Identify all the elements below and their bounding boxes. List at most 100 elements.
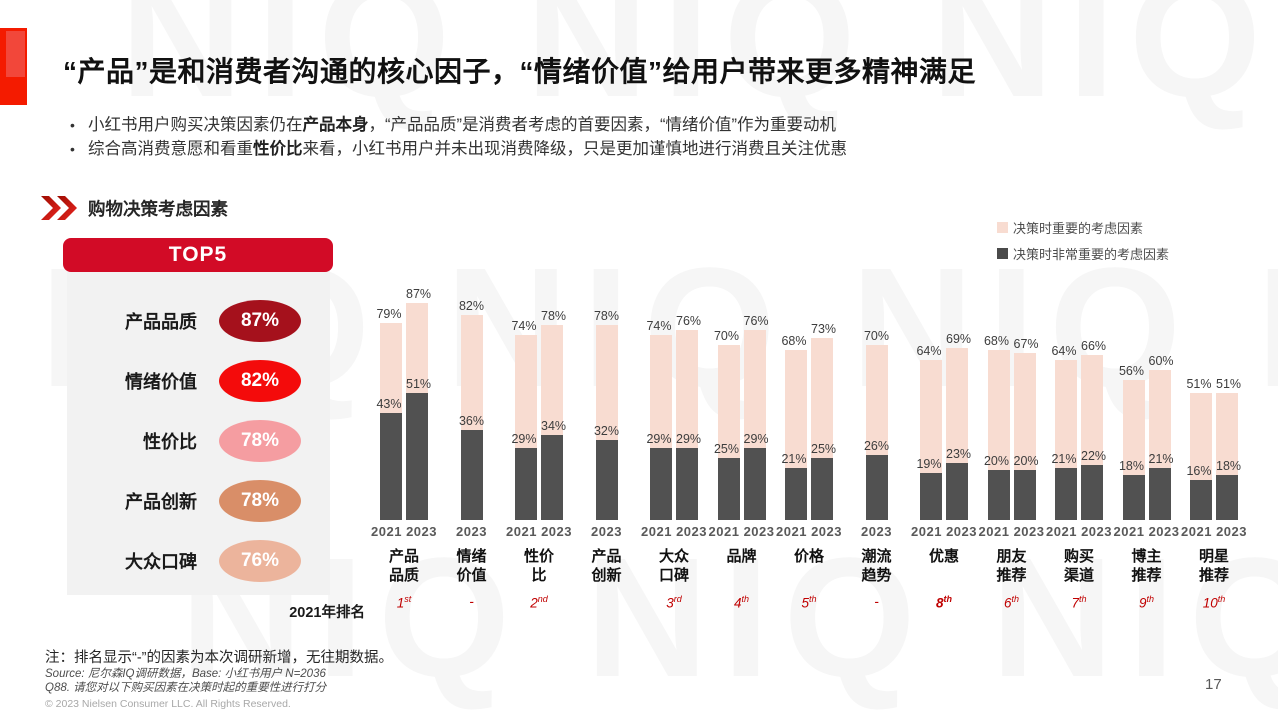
section-header: 购物决策考虑因素	[40, 195, 228, 221]
legend-item: 决策时非常重要的考虑因素	[997, 244, 1169, 263]
rank-label: 6th	[1003, 594, 1020, 611]
page-title: “产品”是和消费者沟通的核心因子，“情绪价值”给用户带来更多精神满足	[63, 56, 977, 87]
rank-label: 1st	[396, 594, 412, 611]
top5-value-ellipse: 78%	[219, 420, 301, 462]
rank-label: -	[874, 594, 879, 609]
category-label: 优惠	[928, 548, 959, 565]
top5-row: 产品创新 78%	[67, 471, 330, 531]
bar-very-important	[1013, 470, 1036, 520]
value-label-important: 67%	[1013, 336, 1039, 351]
category-label: 品牌	[726, 548, 757, 565]
bars-row: 70% 26%	[845, 270, 909, 520]
bar-very-important	[460, 430, 483, 520]
category-label: 大众 口碑	[658, 548, 689, 584]
value-label-very-important: 16%	[1186, 464, 1212, 478]
bar-2021: 79% 43%	[376, 270, 402, 520]
year-label: 2023	[861, 523, 892, 539]
top5-value-ellipse: 78%	[219, 480, 301, 522]
value-label-important: 56%	[1118, 364, 1145, 378]
rank-label: -	[469, 594, 474, 609]
value-label-important: 74%	[646, 319, 672, 333]
bar-2021: 70% 25%	[714, 270, 740, 520]
chart-group: 68% 21% 73% 25% 2021 2023 价格 5th	[776, 270, 842, 616]
value-label-important: 78%	[593, 309, 620, 323]
top5-panel: 产品品质 87% 情绪价值 82% 性价比 78% 产品创新 78% 大众口碑 76%	[67, 271, 330, 595]
chart-legend: 决策时重要的考虑因素决策时非常重要的考虑因素	[997, 218, 1169, 263]
niq-logo-mark	[0, 28, 27, 105]
bar-2021: 68% 20%	[984, 270, 1010, 520]
bar-2021: 64% 19%	[916, 270, 942, 520]
bar-2023: 78% 32%	[593, 270, 620, 520]
footer-note: 注：排名显示“-”的因素为本次调研新增，无往期数据。	[45, 650, 393, 666]
legend-item: 决策时重要的考虑因素	[997, 218, 1169, 237]
bar-2023: 76% 29%	[743, 270, 769, 520]
value-label-very-important: 36%	[458, 414, 485, 428]
rank-label: 7th	[1071, 594, 1087, 611]
top5-factor-label: 大众口碑	[125, 552, 197, 572]
value-label-very-important: 18%	[1118, 459, 1145, 473]
niq-logo-inner-square	[6, 31, 25, 77]
chart-group: 51% 16% 51% 18% 2021 2023 明星 推荐 10th	[1181, 270, 1246, 616]
chart-group: 79% 43% 87% 51% 2021 2023 产品 品质 1st	[371, 270, 437, 616]
category-label: 情绪 价值	[456, 548, 487, 584]
bar-very-important	[406, 392, 428, 520]
value-label-very-important: 20%	[1013, 454, 1039, 468]
bars-row: 68% 21% 73% 25%	[777, 270, 841, 520]
legend-swatch-icon	[997, 248, 1008, 259]
bar-2021: 68% 21%	[781, 270, 807, 520]
bars-row: 56% 18% 60% 21%	[1115, 270, 1179, 520]
legend-swatch-icon	[997, 222, 1008, 233]
top5-row: 性价比 78%	[67, 411, 330, 471]
year-label: 2021 2023	[371, 523, 437, 539]
value-label-important: 76%	[675, 314, 702, 328]
value-label-very-important: 29%	[743, 431, 769, 446]
bullet-bold-text: 产品本身	[302, 116, 369, 134]
bar-2023: 60% 21%	[1148, 270, 1174, 520]
top5-factor-label: 性价比	[143, 432, 197, 452]
top5-row: 情绪价值 82%	[67, 351, 330, 411]
value-label-very-important: 26%	[863, 439, 890, 453]
bullet-list: 小红书用户购买决策因素仍在产品本身，“产品品质”是消费者考虑的首要因素，“情绪价…	[66, 113, 1196, 161]
bar-2023: 73% 25%	[810, 270, 837, 520]
section-title: 购物决策考虑因素	[88, 198, 228, 219]
rank-label: 10th	[1202, 594, 1226, 611]
bullet-text: 小红书用户购买决策因素仍在	[88, 116, 303, 134]
bar-very-important	[717, 457, 740, 520]
top5-factor-label: 情绪价值	[125, 372, 197, 392]
top5-value-ellipse: 76%	[219, 540, 301, 582]
bar-very-important	[743, 447, 766, 520]
bars-row: 51% 16% 51% 18%	[1182, 270, 1246, 520]
value-label-very-important: 22%	[1080, 449, 1107, 463]
value-label-very-important: 25%	[810, 441, 837, 456]
top5-header: TOP5	[63, 238, 333, 272]
category-label: 朋友 推荐	[996, 548, 1027, 584]
value-label-important: 64%	[1051, 344, 1077, 358]
rank-label: 5th	[801, 594, 817, 611]
footer-source: Source: 尼尔森IQ调研数据，Base: 小红书用户 N=2036	[45, 668, 326, 680]
bar-very-important	[920, 472, 942, 520]
chart-group: 64% 21% 66% 22% 2021 2023 购买 渠道 7th	[1046, 270, 1112, 616]
value-label-important: 60%	[1148, 354, 1174, 368]
chart-group: 68% 20% 67% 20% 2021 2023 朋友 推荐 6th	[979, 270, 1044, 616]
top5-row: 产品品质 87%	[67, 291, 330, 351]
year-label: 2021 2023	[776, 523, 842, 539]
niq-watermark: NIQ NIQ NIQ NIQ	[120, 0, 1278, 133]
footer-question: Q88. 请您对以下购买因素在决策时起的重要性进行打分	[45, 682, 327, 694]
year-label: 2021 2023	[1113, 523, 1180, 539]
legend-label: 决策时非常重要的考虑因素	[1013, 247, 1170, 262]
value-label-very-important: 21%	[1148, 451, 1174, 466]
bullet-item: 小红书用户购买决策因素仍在产品本身，“产品品质”是消费者考虑的首要因素，“情绪价…	[66, 113, 1196, 137]
value-label-very-important: 51%	[405, 376, 432, 391]
value-label-very-important: 19%	[916, 456, 942, 471]
bar-very-important	[541, 435, 563, 520]
bars-row: 79% 43% 87% 51%	[372, 270, 436, 520]
bar-very-important	[595, 440, 618, 520]
value-label-important: 64%	[916, 344, 942, 358]
bar-very-important	[1190, 480, 1212, 520]
year-label: 2021 2023	[641, 523, 707, 539]
value-label-important: 87%	[405, 286, 432, 301]
year-label: 2021 2023	[1046, 523, 1112, 539]
chart-group: 56% 18% 60% 21% 2021 2023 博主 推荐 9th	[1113, 270, 1180, 616]
bar-2023: 70% 26%	[863, 270, 890, 520]
